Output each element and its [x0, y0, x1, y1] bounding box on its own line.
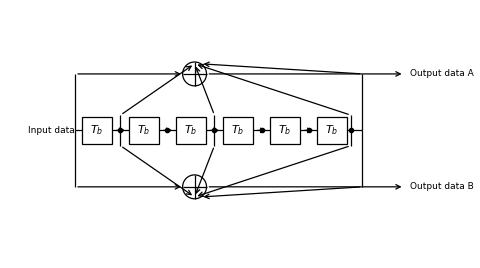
Text: $T_b$: $T_b$: [325, 124, 339, 137]
Bar: [82, 117, 112, 144]
Text: $T_b$: $T_b$: [278, 124, 292, 137]
Text: $T_b$: $T_b$: [231, 124, 245, 137]
Text: Output data B: Output data B: [409, 182, 473, 191]
Text: $T_b$: $T_b$: [137, 124, 151, 137]
Text: Input data: Input data: [28, 126, 75, 135]
Text: $T_b$: $T_b$: [184, 124, 198, 137]
Bar: [129, 117, 159, 144]
Bar: [223, 117, 253, 144]
Bar: [176, 117, 206, 144]
Text: Output data A: Output data A: [409, 69, 473, 79]
Bar: [317, 117, 348, 144]
Text: $T_b$: $T_b$: [90, 124, 104, 137]
Bar: [270, 117, 300, 144]
